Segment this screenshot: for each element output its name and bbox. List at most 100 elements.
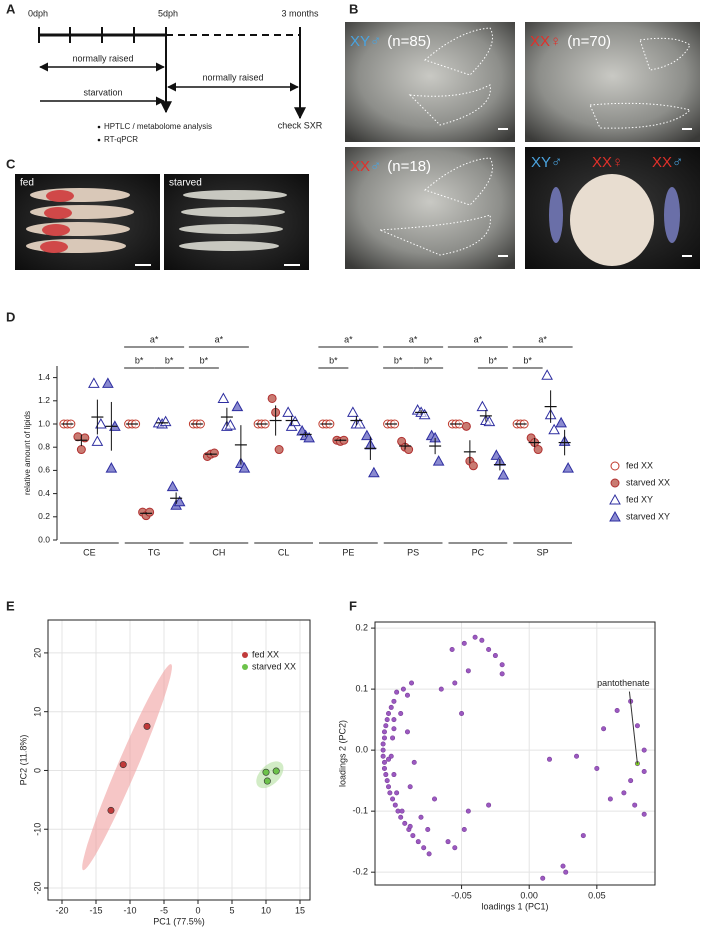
data-point <box>468 461 478 471</box>
data-point <box>381 765 387 771</box>
data-point <box>634 723 640 729</box>
photo-label: XY♂ (n=85) <box>350 33 431 50</box>
y-tick-label: 0.2 <box>38 511 50 521</box>
data-point <box>386 711 392 717</box>
significance-label: b* <box>200 355 209 365</box>
sex-symbol: ♂ <box>551 154 562 171</box>
sample-size: (n=70) <box>567 33 611 50</box>
fin-photos: XY♂ (n=85) XX♀ (n=70) XX♂ (n=18) XY♂ XX♀ XX… <box>345 22 700 269</box>
significance-label: a* <box>344 334 353 344</box>
data-point <box>390 735 396 741</box>
y-tick-label: 1.2 <box>38 395 50 405</box>
data-point <box>282 406 294 417</box>
data-point <box>384 778 390 784</box>
endpoint-label: check SXR <box>278 120 323 130</box>
data-point <box>479 637 485 643</box>
data-point <box>641 811 647 817</box>
data-point <box>438 686 444 692</box>
photo-label: XX♀ (n=70) <box>530 33 611 50</box>
data-point <box>459 711 465 717</box>
data-point <box>540 875 546 881</box>
data-point <box>632 802 638 808</box>
genotype: XX <box>530 33 550 50</box>
panel-label: D <box>6 309 15 324</box>
data-point <box>641 769 647 775</box>
gonad-label: XY♂ <box>531 154 562 171</box>
data-point <box>580 833 586 839</box>
gonad-label: XX♂ <box>652 154 683 171</box>
significance-label: a* <box>409 334 418 344</box>
y-tick-label: 0.2 <box>355 622 368 632</box>
significance-label: a* <box>474 334 483 344</box>
data-point <box>432 796 438 802</box>
data-point <box>224 419 237 430</box>
genotype: XX <box>652 154 672 171</box>
y-tick-label: 0.1 <box>355 683 368 693</box>
analysis-label: HPTLC / metabolome analysis <box>104 122 212 131</box>
x-tick-label: CH <box>212 547 225 557</box>
x-tick-label: 15 <box>295 905 305 915</box>
x-tick-label: PS <box>407 547 419 557</box>
data-point <box>368 466 380 478</box>
data-point <box>407 784 413 790</box>
x-tick-label: -10 <box>123 905 136 915</box>
sex-symbol: ♂ <box>370 33 381 50</box>
data-point <box>614 707 620 713</box>
data-point <box>402 820 408 826</box>
data-point <box>119 761 127 769</box>
sex-symbol: ♀ <box>550 33 561 50</box>
x-tick-label: SP <box>537 547 549 557</box>
data-point <box>398 814 404 820</box>
x-tick-label: CL <box>278 547 290 557</box>
phase-label: normally raised <box>202 72 263 82</box>
data-point <box>388 704 394 710</box>
data-point <box>381 759 387 765</box>
data-point <box>380 747 386 753</box>
data-point <box>380 753 386 759</box>
legend-marker <box>609 493 621 505</box>
data-point <box>594 765 600 771</box>
y-tick-label: 0.4 <box>38 488 50 498</box>
legend-label: fed XX <box>626 460 653 470</box>
data-point <box>347 406 359 417</box>
data-point <box>492 653 498 659</box>
significance-label: b* <box>329 355 338 365</box>
y-axis-label: relative amount of lipids <box>23 411 32 495</box>
data-point <box>404 445 414 455</box>
data-point <box>452 680 458 686</box>
legend-marker <box>609 510 621 522</box>
x-tick-label: -15 <box>89 905 102 915</box>
x-tick-label: 10 <box>261 905 271 915</box>
data-point <box>395 808 401 814</box>
photo-label: XX♂ (n=18) <box>350 158 431 175</box>
data-point <box>407 823 413 829</box>
data-point <box>461 640 467 646</box>
data-point <box>499 671 505 677</box>
panel-label: B <box>349 1 358 16</box>
data-point <box>499 662 505 668</box>
data-point <box>563 869 569 875</box>
data-point <box>560 863 566 869</box>
gonad-label: XX♀ <box>592 154 623 171</box>
data-point <box>391 717 397 723</box>
data-point <box>486 646 492 652</box>
significance-label: b* <box>489 355 498 365</box>
x-tick-label: 5 <box>229 905 234 915</box>
data-point <box>391 772 397 778</box>
data-point <box>274 445 284 455</box>
confidence-ellipse <box>256 761 284 789</box>
data-point <box>486 802 492 808</box>
data-point <box>381 729 387 735</box>
data-point <box>91 435 104 446</box>
data-point <box>426 851 432 857</box>
significance-label: b* <box>523 355 532 365</box>
analysis-label: RT-qPCR <box>104 135 138 144</box>
photo-label: fed <box>20 178 34 189</box>
label-leader <box>628 691 638 764</box>
data-point <box>267 393 277 403</box>
data-point <box>574 753 580 759</box>
legend-label: starved XX <box>252 661 296 671</box>
data-point <box>555 416 567 428</box>
legend-label: fed XY <box>626 494 653 504</box>
data-point <box>383 723 389 729</box>
